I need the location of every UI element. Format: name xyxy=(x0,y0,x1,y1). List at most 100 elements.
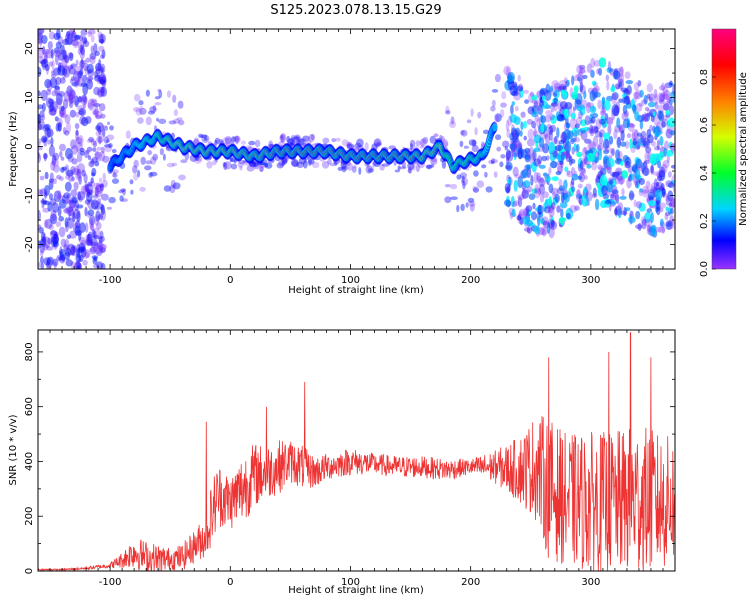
spectrogram-blob xyxy=(66,234,72,240)
spectrogram-blob xyxy=(96,184,104,194)
spectrogram-blob xyxy=(578,64,586,70)
spectrogram-blob xyxy=(586,63,592,74)
spectrogram-blob xyxy=(376,142,382,147)
spectrogram-blob xyxy=(536,175,542,183)
spectrogram-blob xyxy=(620,129,625,142)
spectrogram-blob xyxy=(620,160,624,166)
spectrogram-blob xyxy=(622,155,630,163)
spectrogram-blob xyxy=(68,67,76,75)
spectrogram-blob xyxy=(93,256,97,262)
spectrogram-blob xyxy=(609,178,613,185)
spectrogram-blob xyxy=(103,136,109,144)
spectrogram-blob xyxy=(500,154,506,159)
spectrogram-blob xyxy=(111,148,117,154)
spectrogram-blob xyxy=(49,172,54,181)
spectrogram-blob xyxy=(337,166,343,171)
spectrogram-blob xyxy=(80,246,87,258)
spectrogram-blob xyxy=(99,243,106,254)
spectrogram-blob xyxy=(65,194,70,204)
spectrogram-blob xyxy=(585,183,592,192)
spectrogram-blob xyxy=(635,180,639,189)
spectrogram-blob xyxy=(507,185,511,194)
spectrogram-blob xyxy=(658,170,666,181)
spectrogram-blob xyxy=(459,140,464,148)
spectrogram-blob xyxy=(662,91,666,102)
spectrogram-blob xyxy=(75,59,79,66)
spectrogram-blob xyxy=(542,143,550,154)
colorbar-tick-label: 0.0 xyxy=(699,261,710,277)
spectrogram-blob xyxy=(644,211,652,223)
spectrogram-blob xyxy=(632,104,637,112)
spectrogram-blob xyxy=(87,98,95,111)
spectrogram-blob xyxy=(45,64,49,75)
spectrogram-blob xyxy=(82,74,88,84)
spectrogram-blob xyxy=(100,86,105,94)
spectrogram-xtick-label: 0 xyxy=(227,275,233,286)
spectrogram-blob xyxy=(80,82,88,87)
spectrogram-blob xyxy=(139,186,146,192)
spectrogram-blob xyxy=(44,64,50,71)
spectrogram-blob xyxy=(566,130,574,140)
spectrogram-blob xyxy=(586,127,592,134)
spectrogram-blob xyxy=(655,181,660,187)
spectrogram-blob xyxy=(518,208,527,220)
spectrogram-blob xyxy=(358,167,362,175)
spectrogram-blob xyxy=(658,110,665,122)
spectrogram-blob xyxy=(536,172,541,182)
spectrogram-blob xyxy=(504,146,508,151)
spectrogram-blob xyxy=(477,111,482,119)
spectrogram-blob xyxy=(78,242,86,252)
spectrogram-blob xyxy=(503,65,512,76)
spectrogram-blob xyxy=(53,164,60,173)
spectrogram-blob xyxy=(72,37,79,49)
spectrogram-blob xyxy=(63,192,71,199)
spectrogram-blob xyxy=(212,159,217,166)
spectrogram-blob xyxy=(290,158,299,167)
spectrogram-blob xyxy=(77,191,81,201)
spectrogram-blob xyxy=(253,164,260,170)
spectrogram-blob xyxy=(579,67,586,74)
spectrogram-blob xyxy=(97,89,104,98)
spectrogram-blob xyxy=(505,186,510,194)
spectrogram-blob xyxy=(606,80,610,91)
spectrogram-blob xyxy=(624,140,630,149)
spectrogram-blob xyxy=(555,171,562,176)
spectrogram-blob xyxy=(669,96,673,106)
spectrogram-blob xyxy=(571,91,579,100)
spectrogram-blob xyxy=(579,167,587,176)
spectrogram-blob xyxy=(40,263,45,269)
spectrogram-blob xyxy=(374,140,381,146)
spectrogram-blob xyxy=(38,123,43,131)
spectrogram-blob xyxy=(43,48,51,55)
spectrogram-blob xyxy=(76,152,83,163)
spectrogram-blob xyxy=(526,186,533,192)
spectrogram-blob xyxy=(534,115,540,122)
spectrogram-blob xyxy=(77,40,85,51)
spectrogram-blob xyxy=(346,143,355,150)
spectrogram-blob xyxy=(77,70,83,79)
spectrogram-blob xyxy=(64,114,71,124)
spectrogram-blob xyxy=(574,123,580,129)
spectrogram-blob xyxy=(80,239,87,248)
spectrogram-blob xyxy=(653,88,658,99)
spectrogram-blob xyxy=(38,104,44,110)
spectrogram-blob xyxy=(76,168,82,179)
spectrogram-blob xyxy=(98,235,105,243)
spectrogram-blob xyxy=(99,183,105,188)
spectrogram-blob xyxy=(147,110,155,115)
colorbar-tick-label: 0.2 xyxy=(699,213,710,229)
spectrogram-blob xyxy=(639,140,648,146)
spectrogram-blob xyxy=(147,149,153,156)
spectrogram-blob xyxy=(100,66,104,73)
spectrogram-blob xyxy=(98,236,103,245)
spectrogram-blob xyxy=(612,171,619,180)
spectrogram-blob xyxy=(538,178,546,187)
spectrogram-blob xyxy=(86,76,94,81)
spectrogram-blob xyxy=(533,171,539,184)
spectrogram-blob xyxy=(544,114,552,123)
spectrogram-blob xyxy=(90,177,94,184)
spectrogram-blob xyxy=(294,136,302,143)
snr-xtick-label: 200 xyxy=(461,577,480,588)
spectrogram-blob xyxy=(645,180,651,190)
